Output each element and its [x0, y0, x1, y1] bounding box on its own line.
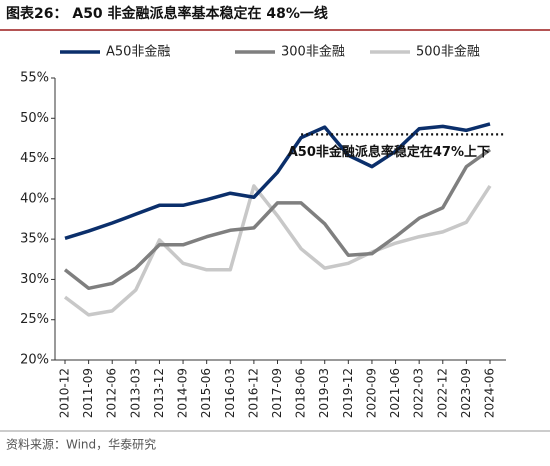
y-tick-label: 25%	[20, 312, 49, 327]
x-tick-label: 2017-09	[270, 368, 284, 418]
x-tick-label: 2011-09	[81, 368, 95, 418]
x-tick-label: 2016-12	[246, 368, 260, 418]
x-tick-label: 2014-09	[176, 368, 190, 418]
y-tick-label: 35%	[20, 232, 49, 247]
x-tick-label: 2010-12	[58, 368, 72, 418]
x-tick-label: 2019-03	[317, 368, 331, 418]
x-tick-label: 2021-06	[388, 368, 402, 418]
x-tick-label: 2016-03	[223, 368, 237, 418]
legend-label: 500非金融	[416, 44, 480, 60]
x-tick-label: 2022-03	[412, 368, 426, 418]
y-tick-label: 20%	[20, 353, 49, 368]
y-tick-label: 45%	[20, 151, 49, 166]
legend-label: 300非金融	[281, 44, 345, 60]
series-line	[63, 148, 492, 291]
annotation-text: A50非金融派息率稳定在47%上下	[288, 144, 490, 160]
y-tick-label: 50%	[20, 111, 49, 126]
x-tick-label: 2020-09	[364, 368, 378, 418]
source: 资料来源：Wind，华泰研究	[6, 437, 156, 452]
x-tick-label: 2024-06	[483, 368, 497, 418]
x-tick-label: 2018-06	[294, 368, 308, 418]
series-line	[64, 122, 491, 241]
x-tick-label: 2015-06	[199, 368, 213, 418]
chart-title: 图表26： A50 非金融派息率基本稳定在 48%一线	[6, 5, 328, 22]
x-tick-label: 2013-12	[152, 368, 166, 418]
x-tick-label: 2023-09	[459, 368, 473, 418]
y-tick-label: 40%	[20, 191, 49, 206]
y-tick-label: 55%	[20, 71, 49, 86]
legend-label: A50非金融	[106, 44, 170, 60]
x-tick-label: 2022-12	[435, 368, 449, 418]
y-tick-label: 30%	[20, 272, 49, 287]
series-line	[63, 184, 492, 317]
x-tick-label: 2012-06	[105, 368, 119, 418]
x-tick-label: 2019-12	[341, 368, 355, 418]
x-tick-label: 2013-03	[128, 368, 142, 418]
